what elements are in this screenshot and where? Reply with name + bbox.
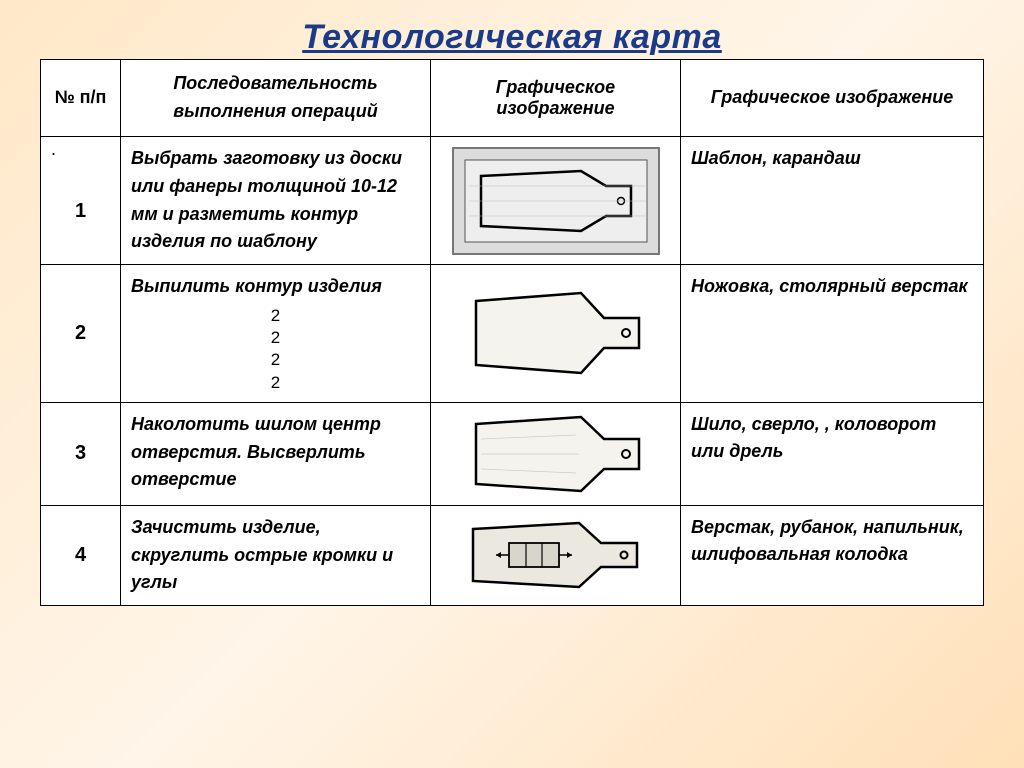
tools-cell: Верстак, рубанок, напильник, шлифовальна… (681, 505, 984, 606)
row-number: 2 (41, 265, 121, 402)
table-row: . 1 Выбрать заготовку из доски или фанер… (41, 136, 984, 265)
num-prefix: . (51, 139, 110, 160)
sequence-cell: Выбрать заготовку из доски или фанеры то… (121, 136, 431, 265)
page-title: Технологическая карта (40, 18, 984, 57)
image-cell (431, 402, 681, 505)
board-sanding-icon (461, 515, 651, 595)
row-number: 4 (41, 505, 121, 606)
row-number: 1 (51, 200, 110, 223)
blank-template-icon (451, 146, 661, 256)
board-hole-icon (461, 409, 651, 499)
tools-cell: Шило, сверло, , коловорот или дрель (681, 402, 984, 505)
sequence-text: Выпилить контур изделия (131, 276, 382, 296)
header-row: № п/п Последовательность выполнения опер… (41, 60, 984, 137)
row-num-cell: . 1 (41, 136, 121, 265)
tools-cell: Ножовка, столярный верстак (681, 265, 984, 402)
extra-numbers: 2222 (131, 305, 420, 393)
image-cell (431, 136, 681, 265)
tools-cell: Шаблон, карандаш (681, 136, 984, 265)
sequence-cell: Выпилить контур изделия 2222 (121, 265, 431, 402)
row-number: 3 (41, 402, 121, 505)
board-outline-icon (461, 283, 651, 383)
sequence-cell: Наколотить шилом центр отверстия. Высвер… (121, 402, 431, 505)
header-graphic1: Графическое изображение (431, 60, 681, 137)
header-sequence: Последовательность выполнения операций (121, 60, 431, 137)
image-cell (431, 265, 681, 402)
header-graphic2: Графическое изображение (681, 60, 984, 137)
image-cell (431, 505, 681, 606)
tech-table: № п/п Последовательность выполнения опер… (40, 59, 984, 606)
sequence-cell: Зачистить изделие, скруглить острые кром… (121, 505, 431, 606)
header-num: № п/п (41, 60, 121, 137)
table-row: 3 Наколотить шилом центр отверстия. Высв… (41, 402, 984, 505)
table-row: 4 Зачистить изделие, скруглить острые кр… (41, 505, 984, 606)
table-row: 2 Выпилить контур изделия 2222 Ножовка, … (41, 265, 984, 402)
